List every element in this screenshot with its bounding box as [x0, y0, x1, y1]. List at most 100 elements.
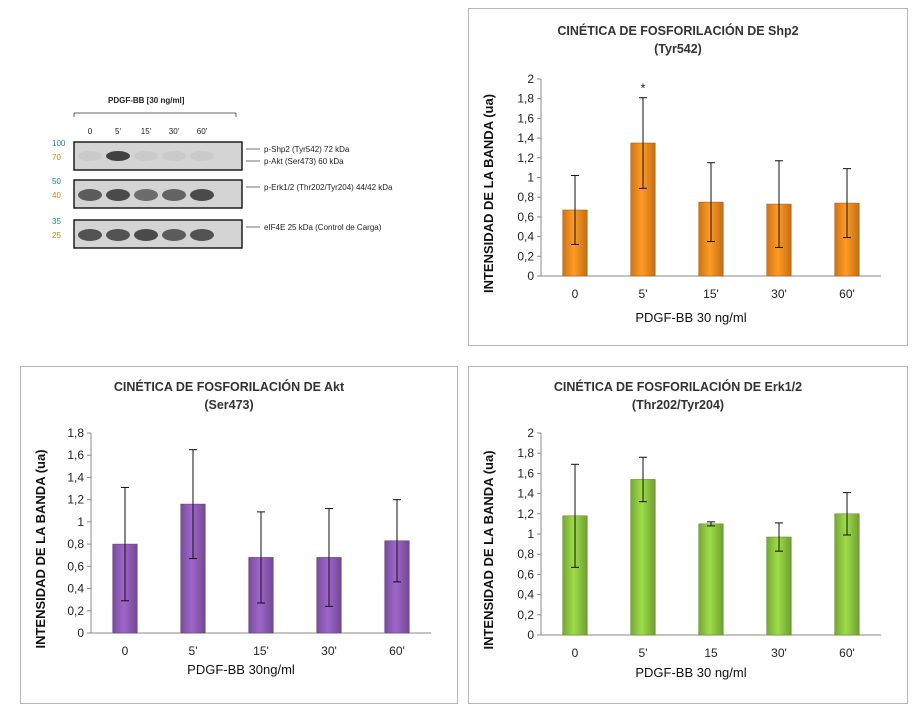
- y-tick-label: 1,8: [67, 426, 84, 440]
- y-tick-label: 1,6: [67, 448, 84, 462]
- blot-band: [190, 189, 214, 201]
- shp2-chart-panel: CINÉTICA DE FOSFORILACIÓN DE Shp2 (Tyr542…: [468, 8, 908, 346]
- x-tick-label: 60': [839, 287, 855, 301]
- western-blot: PDGF-BB [30 ng/ml] 0 5' 15' 30' 60' 100 70 p-Shp…: [52, 96, 393, 249]
- y-tick-label: 0,6: [517, 210, 534, 224]
- lane-label: 60': [197, 127, 208, 136]
- x-axis-label: PDGF-BB 30 ng/ml: [635, 310, 746, 325]
- blot-band: [162, 189, 186, 201]
- y-tick-label: 1,6: [517, 466, 534, 480]
- blot-band: [134, 151, 158, 161]
- x-tick-label: 0: [572, 646, 579, 660]
- y-tick-label: 0,4: [517, 230, 534, 244]
- chart-title: CINÉTICA DE FOSFORILACIÓN DE Akt: [114, 379, 345, 394]
- bar: [766, 536, 792, 636]
- mw-marker: 70: [52, 153, 61, 162]
- y-tick-label: 0,2: [517, 249, 534, 263]
- mw-marker: 25: [52, 231, 61, 240]
- y-tick-label: 0: [77, 626, 84, 640]
- chart-title: CINÉTICA DE FOSFORILACIÓN DE Shp2: [557, 23, 798, 38]
- bar: [630, 479, 656, 636]
- y-tick-label: 1: [77, 515, 84, 529]
- x-axis-label: PDGF-BB 30ng/ml: [187, 662, 295, 677]
- akt-bar-chart: CINÉTICA DE FOSFORILACIÓN DE Akt (Ser473)…: [33, 379, 431, 677]
- akt-chart-panel: CINÉTICA DE FOSFORILACIÓN DE Akt (Ser473)…: [20, 366, 458, 704]
- erk-chart-panel: CINÉTICA DE FOSFORILACIÓN DE Erk1/2 (Thr2…: [468, 366, 908, 704]
- blot-band: [78, 229, 102, 241]
- y-tick-label: 1: [527, 527, 534, 541]
- mw-marker: 50: [52, 177, 61, 186]
- y-tick-label: 0,2: [67, 604, 84, 618]
- lane-label: 30': [169, 127, 180, 136]
- y-tick-label: 1,2: [517, 507, 534, 521]
- y-tick-label: 0,8: [67, 537, 84, 551]
- blot-band: [106, 151, 130, 161]
- y-tick-label: 1,4: [517, 131, 534, 145]
- y-tick-label: 1,4: [67, 470, 84, 484]
- y-tick-label: 1,8: [517, 446, 534, 460]
- x-tick-label: 30': [771, 646, 787, 660]
- x-tick-label: 60': [389, 644, 405, 658]
- y-axis-label: INTENSIDAD DE LA BANDA (ua): [33, 449, 48, 648]
- x-tick-label: 30': [321, 644, 337, 658]
- blot-band: [190, 229, 214, 241]
- shp2-bar-chart: CINÉTICA DE FOSFORILACIÓN DE Shp2 (Tyr542…: [481, 23, 881, 325]
- treatment-label: PDGF-BB [30 ng/ml]: [108, 96, 185, 105]
- y-tick-label: 1: [527, 171, 534, 185]
- chart-subtitle: (Tyr542): [654, 42, 702, 56]
- x-tick-label: 5': [189, 644, 198, 658]
- blot-band: [78, 189, 102, 201]
- blot-membrane: [73, 179, 243, 209]
- band-label: p-Shp2 (Tyr542) 72 kDa: [264, 145, 350, 154]
- y-axis-label: INTENSIDAD DE LA BANDA (ua): [481, 94, 496, 293]
- blot-band: [162, 229, 186, 241]
- blot-band: [78, 151, 102, 161]
- mw-marker: 35: [52, 217, 61, 226]
- y-tick-label: 0: [527, 269, 534, 283]
- y-tick-label: 1,2: [67, 493, 84, 507]
- x-tick-label: 15': [703, 287, 719, 301]
- y-tick-label: 0,8: [517, 547, 534, 561]
- erk-bar-chart: CINÉTICA DE FOSFORILACIÓN DE Erk1/2 (Thr2…: [481, 379, 881, 680]
- lane-label: 15': [141, 127, 152, 136]
- band-label: p-Akt (Ser473) 60 kDa: [264, 157, 344, 166]
- y-tick-label: 1,8: [517, 92, 534, 106]
- chart-title: CINÉTICA DE FOSFORILACIÓN DE Erk1/2: [554, 379, 802, 394]
- y-tick-label: 1,2: [517, 151, 534, 165]
- y-tick-label: 0,6: [67, 559, 84, 573]
- blot-band: [134, 229, 158, 241]
- blot-band: [106, 229, 130, 241]
- mw-marker: 40: [52, 191, 61, 200]
- bar: [698, 523, 724, 636]
- y-tick-label: 0,4: [67, 582, 84, 596]
- x-tick-label: 60': [839, 646, 855, 660]
- blot-band: [190, 151, 214, 161]
- x-tick-label: 15: [704, 646, 718, 660]
- x-tick-label: 5': [639, 646, 648, 660]
- band-label: p-Erk1/2 (Thr202/Tyr204) 44/42 kDa: [264, 183, 393, 192]
- lane-label: 0: [88, 127, 93, 136]
- blot-band: [134, 189, 158, 201]
- x-tick-label: 0: [122, 644, 129, 658]
- band-label: eIF4E 25 kDa (Control de Carga): [264, 223, 382, 232]
- y-tick-label: 0: [527, 628, 534, 642]
- blot-membrane: [73, 219, 243, 249]
- x-tick-label: 15': [253, 644, 269, 658]
- chart-subtitle: (Thr202/Tyr204): [632, 398, 724, 412]
- blot-band: [106, 189, 130, 201]
- x-tick-label: 30': [771, 287, 787, 301]
- significance-marker: *: [640, 81, 645, 96]
- blot-band: [162, 151, 186, 161]
- x-axis-label: PDGF-BB 30 ng/ml: [635, 665, 746, 680]
- lane-label: 5': [115, 127, 121, 136]
- y-tick-label: 0,6: [517, 567, 534, 581]
- y-tick-label: 0,4: [517, 588, 534, 602]
- y-tick-label: 2: [527, 72, 534, 86]
- y-tick-label: 2: [527, 426, 534, 440]
- y-tick-label: 0,2: [517, 608, 534, 622]
- y-tick-label: 1,6: [517, 111, 534, 125]
- y-tick-label: 1,4: [517, 487, 534, 501]
- x-tick-label: 5': [639, 287, 648, 301]
- y-tick-label: 0,8: [517, 190, 534, 204]
- mw-marker: 100: [52, 139, 66, 148]
